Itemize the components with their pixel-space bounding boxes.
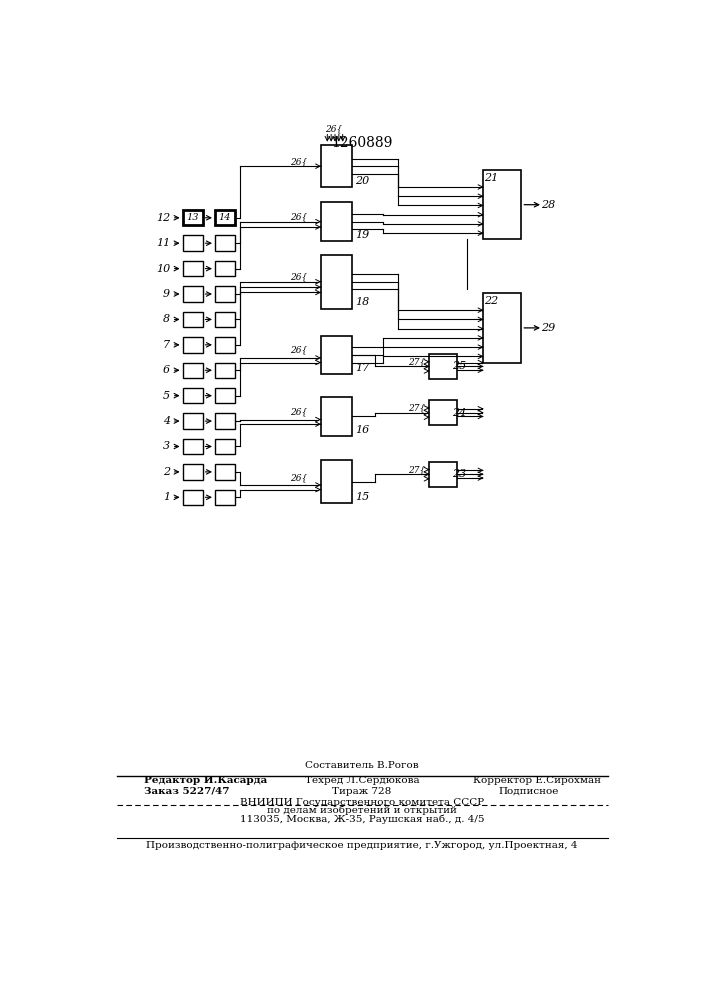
Text: 18: 18 xyxy=(355,297,369,307)
Text: 26{: 26{ xyxy=(290,273,308,282)
Bar xyxy=(429,400,457,425)
Text: 13: 13 xyxy=(187,213,199,222)
Bar xyxy=(182,439,203,454)
Text: 7: 7 xyxy=(163,340,170,350)
Bar xyxy=(215,210,235,225)
Text: Производственно-полиграфическое предприятие, г.Ужгород, ул.Проектная, 4: Производственно-полиграфическое предприя… xyxy=(146,841,578,850)
Text: 1: 1 xyxy=(163,492,170,502)
Text: 19: 19 xyxy=(355,230,369,240)
Text: 21: 21 xyxy=(484,173,498,183)
Bar xyxy=(215,261,235,276)
Text: 12: 12 xyxy=(156,213,170,223)
Text: 1260889: 1260889 xyxy=(332,136,392,150)
Text: 24: 24 xyxy=(452,408,467,418)
Text: Редактор И.Касарда: Редактор И.Касарда xyxy=(144,776,267,785)
Text: 27{: 27{ xyxy=(408,357,425,366)
Bar xyxy=(182,235,203,251)
Bar xyxy=(321,145,352,187)
Bar xyxy=(182,210,203,225)
Bar xyxy=(321,202,352,241)
Bar xyxy=(215,235,235,251)
Text: 15: 15 xyxy=(355,492,369,502)
Bar xyxy=(215,413,235,429)
Text: 26{: 26{ xyxy=(290,473,308,482)
Text: 25: 25 xyxy=(452,361,467,371)
Text: по делам изобретений и открытий: по делам изобретений и открытий xyxy=(267,806,457,815)
Bar xyxy=(215,388,235,403)
Text: 113035, Москва, Ж-35, Раушская наб., д. 4/5: 113035, Москва, Ж-35, Раушская наб., д. … xyxy=(240,814,484,824)
Text: 5: 5 xyxy=(163,391,170,401)
Bar xyxy=(321,336,352,374)
Text: 14: 14 xyxy=(218,213,231,222)
Text: Заказ 5227/47: Заказ 5227/47 xyxy=(144,787,230,796)
Text: 27{: 27{ xyxy=(408,465,425,474)
Bar xyxy=(483,293,521,363)
Text: 26{: 26{ xyxy=(290,157,308,166)
Text: 16: 16 xyxy=(355,425,369,435)
Bar xyxy=(215,363,235,378)
Text: Корректор Е.Сирохман: Корректор Е.Сирохман xyxy=(473,776,601,785)
Bar xyxy=(215,439,235,454)
Text: 26{: 26{ xyxy=(290,213,308,222)
Text: Тираж 728: Тираж 728 xyxy=(332,787,392,796)
Bar xyxy=(215,490,235,505)
Text: 26{: 26{ xyxy=(290,346,308,355)
Text: 11: 11 xyxy=(156,238,170,248)
Text: 6: 6 xyxy=(163,365,170,375)
Text: 28: 28 xyxy=(541,200,556,210)
Bar xyxy=(483,170,521,239)
Bar xyxy=(182,464,203,480)
Bar xyxy=(215,337,235,353)
Text: Составитель В.Рогов: Составитель В.Рогов xyxy=(305,761,419,770)
Bar xyxy=(182,363,203,378)
Text: 17: 17 xyxy=(355,363,369,373)
Text: 2: 2 xyxy=(163,467,170,477)
Bar xyxy=(182,312,203,327)
Text: 27{: 27{ xyxy=(408,403,425,412)
Text: 4: 4 xyxy=(163,416,170,426)
Text: Подписное: Подписное xyxy=(499,787,559,796)
Text: 8: 8 xyxy=(163,314,170,324)
Text: 22: 22 xyxy=(484,296,498,306)
Text: Техред Л.Сердюкова: Техред Л.Сердюкова xyxy=(305,776,419,785)
Text: 29: 29 xyxy=(541,323,556,333)
Bar xyxy=(429,462,457,487)
Text: 9: 9 xyxy=(163,289,170,299)
Bar xyxy=(182,388,203,403)
Bar xyxy=(429,354,457,379)
Bar xyxy=(321,255,352,309)
Text: 20: 20 xyxy=(355,176,369,186)
Bar xyxy=(215,286,235,302)
Text: 10: 10 xyxy=(156,264,170,274)
Bar xyxy=(182,261,203,276)
Text: 23: 23 xyxy=(452,469,467,479)
Text: 26{: 26{ xyxy=(290,407,308,416)
Bar xyxy=(215,312,235,327)
Bar xyxy=(182,286,203,302)
Bar xyxy=(321,397,352,436)
Bar xyxy=(321,460,352,503)
Text: ВНИИПИ Государственного комитета СССР: ВНИИПИ Государственного комитета СССР xyxy=(240,798,484,807)
Bar xyxy=(182,490,203,505)
Bar xyxy=(182,413,203,429)
Bar xyxy=(182,337,203,353)
Text: 3: 3 xyxy=(163,441,170,451)
Text: 26{: 26{ xyxy=(325,124,342,133)
Bar xyxy=(215,464,235,480)
